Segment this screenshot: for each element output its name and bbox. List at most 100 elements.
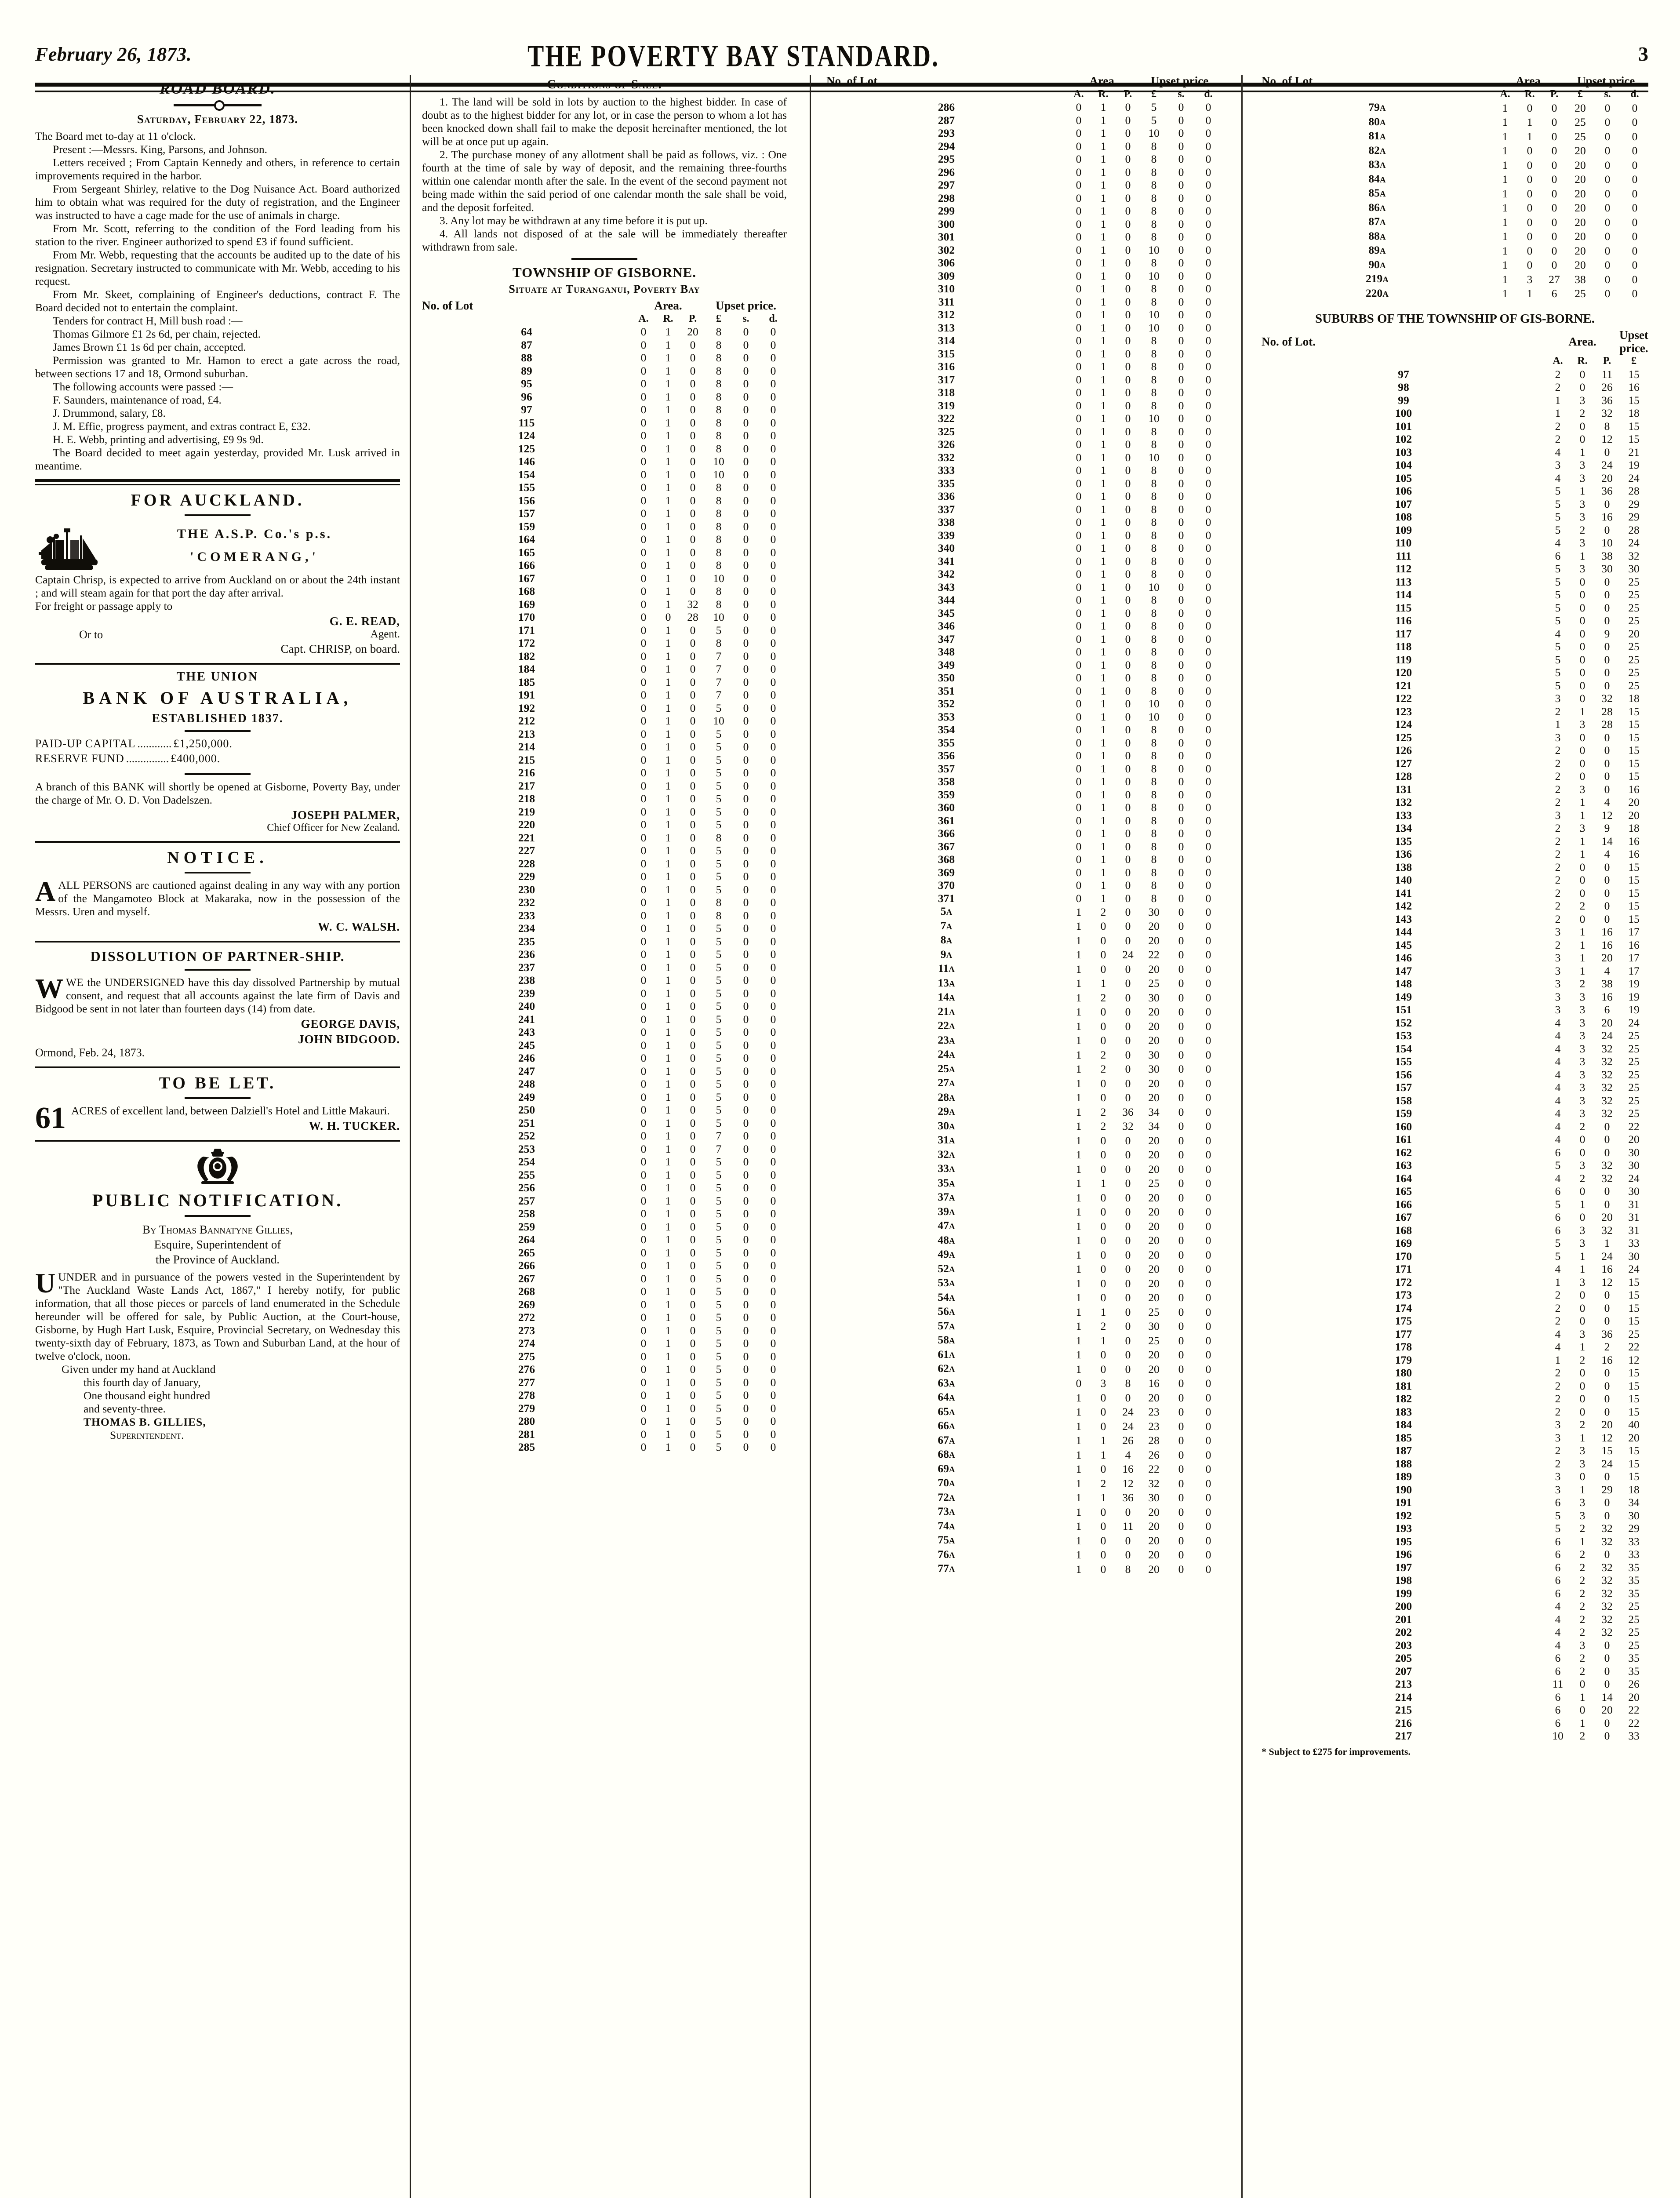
cell-lot-number: 11A [938,962,955,975]
cell-roods: 2 [1579,1353,1585,1366]
lot-suffix: A [949,993,955,1003]
cell-roods: 0 [1527,215,1533,229]
cell-acres: 2 [1555,822,1561,834]
cell-shillings: 0 [1178,101,1184,113]
cell-acres: 6 [1555,1211,1561,1223]
cell-pounds: 5 [716,844,722,857]
cell-perches: 9 [1604,627,1610,640]
cell-roods: 2 [1579,407,1585,419]
cell-acres: 1 [1076,1248,1082,1261]
cell-perches: 0 [690,1389,696,1401]
cell-roods: 0 [1579,1405,1585,1418]
cell-pence: 0 [1205,1148,1211,1161]
cell-perches: 12 [1601,1431,1613,1444]
cell-lot-number: 168 [518,585,535,597]
cell-pence: 0 [1205,962,1211,975]
subheader-pounds: £ [1151,88,1156,100]
cell-roods: 2 [1100,905,1106,918]
cell-pounds: 16 [1148,1377,1160,1390]
cell-perches: 14 [1601,1690,1613,1703]
cell-pounds: 5 [716,740,722,753]
cell-perches: 0 [690,1000,696,1012]
cell-perches: 0 [1125,1019,1131,1033]
cell-pence: 0 [770,611,776,623]
table-row: 108 5 3 16 29 [1262,510,1648,524]
cell-lot-number: 366 [938,827,955,840]
table-row: 233 0 1 0 8 0 0 [422,909,787,922]
cell-pounds: 8 [1151,490,1157,502]
cell-perches: 0 [1125,1091,1131,1104]
cell-lot-number: 85A [1368,186,1386,199]
cell-roods: 1 [665,1285,671,1298]
cell-lot-number: 310 [938,282,955,295]
cell-shillings: 0 [1178,347,1184,360]
cell-acres: 5 [1555,1249,1561,1263]
cell-perches: 32 [1601,1574,1613,1587]
cell-perches: 0 [1604,1197,1610,1211]
cell-lot-number: 199 [1395,1587,1412,1600]
cell-roods: 2 [1579,1664,1585,1678]
cell-shillings: 0 [743,559,749,571]
cell-lot-number: 74A [938,1519,955,1532]
table-row: 229 0 1 0 5 0 0 [422,870,787,883]
cell-roods: 1 [665,675,671,688]
cell-pence: 0 [1205,991,1211,1004]
table-row: 252 0 1 0 7 0 0 [422,1129,787,1143]
table-row: 250 0 1 0 5 0 0 [422,1103,787,1117]
cell-perches: 0 [690,1298,696,1311]
subheader-perches: P. [1550,88,1559,100]
table-row: 160 4 2 0 22 [1262,1120,1648,1133]
cell-shillings: 0 [1178,1219,1184,1233]
cell-lot-number: 13A [938,976,955,989]
cell-acres: 0 [1076,697,1082,710]
table-row: 72A 1 1 36 30 0 0 [826,1491,1222,1505]
cell-acres: 0 [1076,723,1082,736]
cell-acres: 1 [1076,1419,1082,1433]
cell-acres: 6 [1555,1703,1561,1716]
cell-pounds: 24 [1628,536,1640,549]
cell-roods: 1 [665,637,671,649]
cell-roods: 0 [1579,653,1585,666]
cell-shillings: 0 [1178,853,1184,866]
table-row: 274 0 1 0 5 0 0 [422,1337,787,1350]
table-row: 70A 1 2 12 32 0 0 [826,1476,1222,1491]
cell-acres: 4 [1555,536,1561,549]
cell-lot-number: 121 [1395,679,1412,692]
cell-lot-number: 97 [521,403,532,416]
cell-acres: 2 [1555,757,1561,770]
cell-shillings: 0 [1178,568,1184,580]
public-notification-heading: PUBLIC NOTIFICATION. [92,1190,343,1210]
cell-shillings: 0 [743,649,749,662]
cell-roods: 0 [1100,1219,1106,1233]
cell-perches: 0 [690,1427,696,1441]
cell-shillings: 0 [1178,1120,1184,1132]
cell-roods: 2 [1100,1477,1106,1490]
table-row: 306 0 1 0 8 0 0 [826,256,1222,269]
cell-pounds: 8 [1151,814,1157,827]
cell-acres: 1 [1076,1134,1082,1147]
subheader-perches: P. [688,313,697,324]
cell-acres: 0 [1076,256,1082,269]
cell-shillings: 0 [743,1427,749,1441]
cell-acres: 0 [640,883,647,896]
cell-shillings: 0 [1178,1177,1184,1190]
cell-pounds: 5 [716,1363,722,1376]
cell-lot-number: 251 [518,1116,535,1129]
issue-date: February 26, 1873. [35,44,192,65]
cell-perches: 0 [1604,1664,1610,1678]
cell-shillings: 0 [743,585,749,597]
cell-roods: 2 [1579,1626,1585,1638]
cell-roods: 1 [665,1311,671,1324]
cell-acres: 0 [1076,775,1082,788]
table-row: 156 4 3 32 25 [1262,1068,1648,1081]
cell-perches: 32 [1601,1094,1613,1107]
cell-pence: 0 [770,1220,776,1233]
cell-perches: 0 [1551,130,1557,143]
cell-lot-number: 228 [518,857,535,870]
cell-lot-number: 23A [938,1033,955,1046]
cell-pence: 0 [770,1427,776,1441]
cell-acres: 0 [640,546,647,559]
cell-shillings: 0 [743,1000,749,1012]
cell-lot-number: 70A [938,1476,955,1489]
cell-shillings: 0 [743,1272,749,1285]
